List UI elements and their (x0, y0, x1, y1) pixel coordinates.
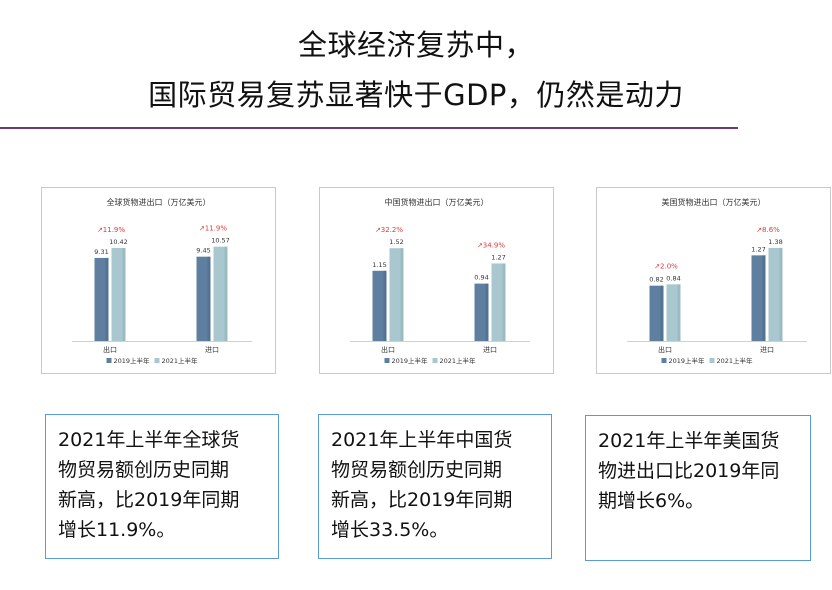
bar-shade (762, 255, 766, 341)
chart-title: 全球货物进出口（万亿美元） (107, 197, 211, 207)
legend-label-2021: 2021上半年 (717, 356, 754, 365)
note-line: 期增长6%。 (598, 490, 705, 512)
legend-label-2021: 2021上半年 (162, 356, 199, 365)
growth-label: ↗11.9% (199, 225, 227, 233)
bar-shade (677, 284, 681, 341)
note-line: 物贸易额创历史同期 (58, 459, 230, 481)
chart-china-exports-imports: 中国货物进出口（万亿美元） 1.15 1.52 ↗32.2% 出口 0.94 1.27 ↗34… (350, 197, 530, 365)
bar-shade (485, 283, 489, 341)
data-label: 1.27 (751, 245, 765, 253)
category-label: 进口 (205, 346, 219, 354)
data-label: 10.42 (109, 238, 128, 246)
chart-title: 美国货物进出口（万亿美元） (662, 197, 766, 207)
growth-label: ↗8.6% (756, 226, 780, 234)
data-label: 10.57 (211, 237, 230, 245)
legend-label-2019: 2019上半年 (392, 356, 429, 365)
data-label: 0.94 (474, 274, 488, 282)
data-label: 1.38 (768, 238, 782, 246)
legend-swatch-2021 (154, 358, 160, 363)
note-line: 新高，比2019年同期 (58, 489, 240, 511)
bar-shade (383, 270, 387, 341)
chart-usa-exports-imports: 美国货物进出口（万亿美元） 0.82 0.84 ↗2.0% 出口 1.271.38 ↗8.6… (627, 197, 807, 365)
bar-2021 (389, 248, 404, 341)
growth-label: ↗11.9% (97, 226, 125, 234)
legend-label-2019: 2019上半年 (114, 356, 151, 365)
legend-swatch-2021 (432, 358, 438, 363)
legend-swatch-2019 (106, 358, 112, 363)
data-label: 9.45 (196, 247, 210, 255)
growth-label: ↗2.0% (654, 262, 678, 270)
category-label: 出口 (658, 345, 672, 354)
data-label: 1.52 (389, 238, 403, 246)
category-label: 进口 (483, 346, 497, 354)
bar-2019 (751, 255, 766, 341)
legend-swatch-2019 (661, 358, 667, 363)
bar-2019 (196, 256, 211, 341)
chart-panel-china: 中国货物进出口（万亿美元） 1.15 1.52 ↗32.2% 出口 0.94 1.27 ↗34… (319, 187, 554, 374)
data-label: 1.27 (491, 253, 505, 261)
data-label: 0.84 (666, 274, 680, 282)
legend-label-2019: 2019上半年 (669, 356, 706, 365)
chart-panel-usa: 美国货物进出口（万亿美元） 0.82 0.84 ↗2.0% 出口 1.27 1.38 ↗8.6… (596, 187, 831, 374)
note-line: 2021年上半年美国货 (598, 430, 780, 452)
note-line: 增长11.9%。 (58, 519, 176, 541)
note-line: 2021年上半年中国货 (331, 429, 513, 451)
bar-2019 (372, 270, 387, 341)
bar-shade (779, 247, 783, 341)
category-label: 出口 (103, 345, 117, 354)
bar-shade (224, 246, 228, 341)
note-line: 物进出口比2019年同 (598, 460, 780, 482)
legend-label-2021: 2021上半年 (440, 356, 477, 365)
note-line: 物贸易额创历史同期 (331, 459, 503, 481)
bar-2019 (474, 283, 489, 341)
note-line: 新高，比2019年同期 (331, 489, 513, 511)
bar-2021 (768, 247, 783, 341)
bar-shade (400, 248, 404, 341)
growth-label: ↗32.2% (375, 226, 403, 234)
title-divider (0, 127, 738, 129)
note-line: 增长33.5%。 (331, 519, 449, 541)
bar-shade (105, 257, 109, 341)
slide-title-line-2: 国际贸易复苏显著快于GDP，仍然是动力 (148, 78, 684, 112)
legend-swatch-2021 (709, 358, 715, 363)
data-label: 1.15 (372, 261, 386, 269)
note-line: 2021年上半年全球货 (58, 429, 240, 451)
bar-2021 (491, 263, 506, 341)
data-label: 0.82 (649, 276, 663, 284)
chart-panel-global: 全球货物进出口（万亿美元） 9.31 10.42 ↗11.9% 出口 9.45 10.57 ↗… (41, 187, 276, 374)
slide-title-line-1: 全球经济复苏中， (297, 28, 534, 62)
bar-shade (207, 256, 211, 341)
growth-label: ↗34.9% (477, 241, 505, 249)
legend-swatch-2019 (384, 358, 390, 363)
category-label: 进口 (760, 346, 774, 354)
note-box-global: 2021年上半年全球货 物贸易额创历史同期 新高，比2019年同期 增长11.9… (45, 414, 279, 559)
bar-shade (122, 248, 126, 341)
category-label: 出口 (381, 345, 395, 354)
bar-2021 (111, 248, 126, 341)
bar-2021 (666, 284, 681, 341)
bar-2019 (94, 257, 109, 341)
bar-2019 (649, 285, 664, 341)
bar-shade (660, 285, 664, 341)
bar-shade (502, 263, 506, 341)
note-box-usa: 2021年上半年美国货 物进出口比2019年同 期增长6%。 (585, 415, 811, 561)
bar-2021 (213, 246, 228, 341)
data-label: 9.31 (94, 248, 108, 256)
note-box-china: 2021年上半年中国货 物贸易额创历史同期 新高，比2019年同期 增长33.5… (318, 414, 552, 559)
chart-title: 中国货物进出口（万亿美元） (385, 197, 489, 207)
